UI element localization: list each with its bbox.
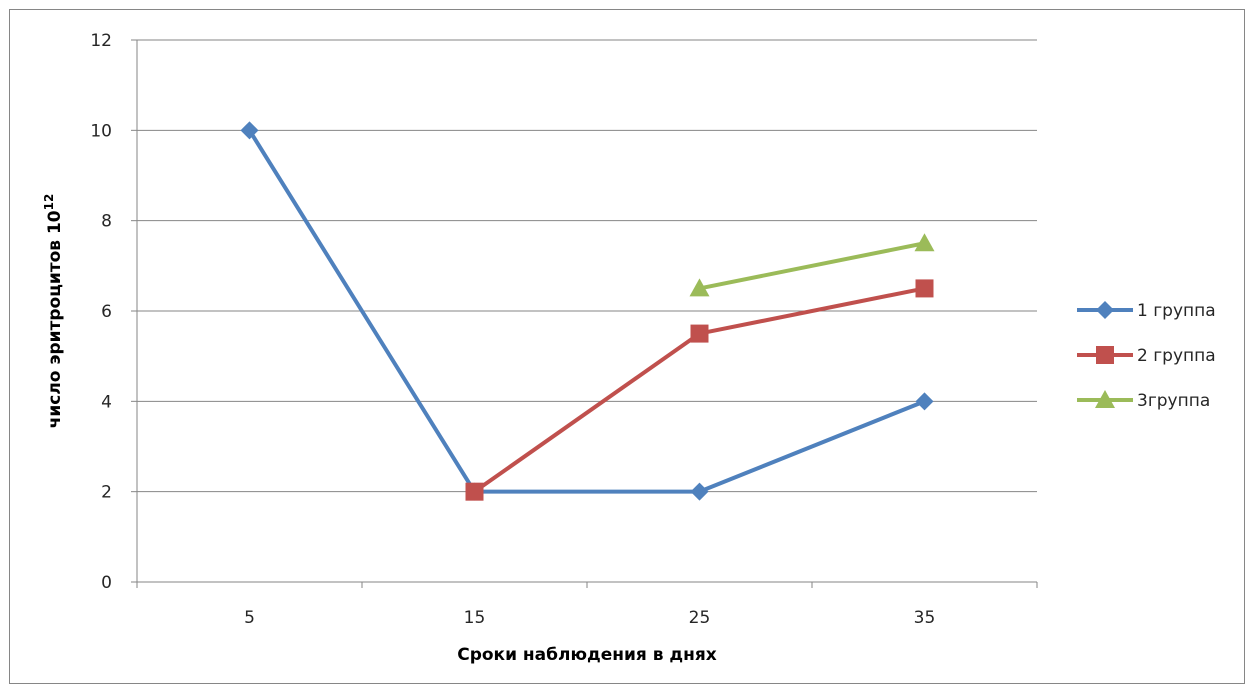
series-1-line: [247, 129, 926, 494]
series-1-point-35: [915, 392, 934, 411]
y-tick-label-0: 0: [101, 573, 112, 593]
series-2-point-35: [915, 279, 934, 298]
series-3-point-35: [914, 233, 935, 252]
y-tick-label-2: 2: [101, 483, 112, 503]
series-2-point-15: [465, 482, 484, 501]
x-tick-label-15: 15: [464, 608, 486, 628]
series-2-line: [473, 286, 925, 494]
chart-frame: [9, 9, 1245, 684]
x-axis-title: Сроки наблюдения в днях: [457, 645, 717, 665]
series-1-point-25: [690, 482, 709, 501]
legend: 1 группа 2 группа 3группа: [1077, 301, 1216, 411]
x-axis-ticks: 5 15 25 35: [136, 582, 1038, 628]
series-3-line: [699, 241, 925, 291]
y-axis-ticks: 0 2 4 6 8 10 12: [90, 31, 137, 593]
legend-marker-2: [1096, 346, 1114, 364]
legend-marker-1: [1096, 301, 1114, 319]
legend-label-3: 3группа: [1137, 391, 1210, 411]
x-tick-label-35: 35: [914, 608, 936, 628]
legend-marker-3: [1095, 390, 1115, 408]
y-tick-label-6: 6: [101, 302, 112, 322]
y-tick-label-12: 12: [90, 31, 112, 51]
series-2-point-25: [690, 324, 709, 343]
legend-label-1: 1 группа: [1137, 301, 1216, 321]
x-tick-label-5: 5: [244, 608, 255, 628]
y-axis-title: число эритроцитов 1012: [42, 194, 65, 429]
y-tick-label-10: 10: [90, 121, 112, 141]
series-3-point-25: [689, 278, 710, 297]
y-tick-label-8: 8: [101, 212, 112, 232]
y-tick-label-4: 4: [101, 392, 112, 412]
y-axis-title-superscript: 12: [42, 194, 56, 211]
y-axis-title-text: число эритроцитов 10: [45, 210, 65, 428]
series-1-point-5: [240, 121, 259, 140]
gridlines: [137, 39, 1037, 493]
series-group: [240, 121, 935, 501]
x-tick-label-25: 25: [689, 608, 711, 628]
legend-label-2: 2 группа: [1137, 346, 1216, 366]
